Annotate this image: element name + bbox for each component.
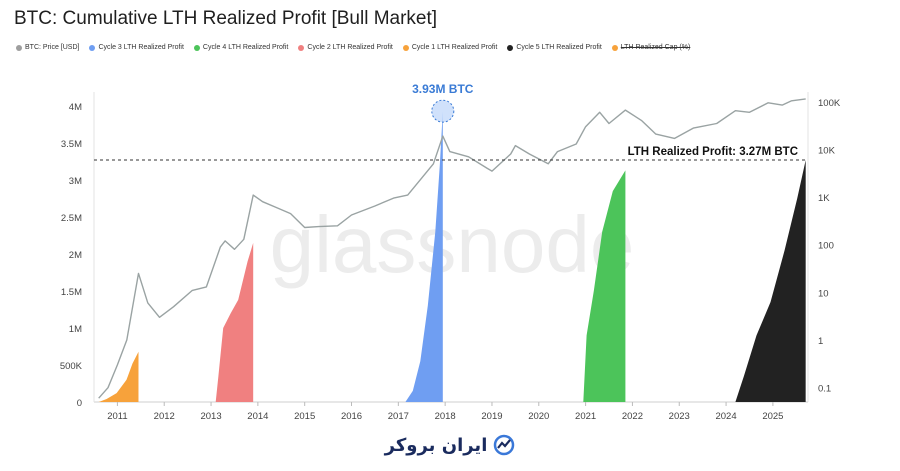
area-series-cycle-5-lth-realized-profit xyxy=(735,160,806,402)
watermark: glassnode xyxy=(270,200,635,289)
legend-item[interactable]: Cycle 3 LTH Realized Profit xyxy=(89,44,184,51)
y-tick-label: 2.5M xyxy=(61,213,82,224)
legend-item[interactable]: Cycle 4 LTH Realized Profit xyxy=(193,44,289,51)
legend-dot-icon xyxy=(611,44,618,51)
y2-tick-label: 1K xyxy=(818,193,830,204)
x-tick-label: 2018 xyxy=(435,411,456,422)
legend-dot-icon xyxy=(298,44,305,51)
legend-label: LTH Realized Cap (%) xyxy=(620,44,691,51)
legend-label: Cycle 2 LTH Realized Profit xyxy=(307,44,393,51)
y-tick-label: 4M xyxy=(69,102,82,113)
y-tick-label: 1M xyxy=(69,324,82,335)
x-tick-label: 2014 xyxy=(247,411,268,422)
x-tick-label: 2020 xyxy=(528,411,549,422)
legend-label: Cycle 4 LTH Realized Profit xyxy=(202,44,289,51)
x-tick-label: 2022 xyxy=(622,411,643,422)
y2-tick-label: 1 xyxy=(818,336,823,347)
x-tick-label: 2011 xyxy=(107,411,127,422)
legend-dot-icon xyxy=(193,44,200,51)
chart-title: BTC: Cumulative LTH Realized Profit [Bul… xyxy=(14,8,438,29)
legend-label: BTC: Price [USD] xyxy=(25,44,80,51)
legend-item[interactable]: LTH Realized Cap (%) xyxy=(611,44,691,51)
y2-tick-label: 10K xyxy=(818,145,836,156)
y-tick-label: 2M xyxy=(69,250,82,261)
area-series-cycle-2-lth-realized-profit xyxy=(215,242,254,402)
y-tick-label: 3M xyxy=(69,176,82,187)
x-tick-label: 2013 xyxy=(200,411,221,422)
area-series-cycle-3-lth-realized-profit xyxy=(405,111,443,402)
price-line xyxy=(98,98,806,399)
y-tick-label: 500K xyxy=(60,361,83,372)
y2-tick-label: 0.1 xyxy=(818,384,831,395)
y2-tick-label: 100K xyxy=(818,98,841,109)
y2-tick-label: 100 xyxy=(818,241,834,252)
legend-dot-icon xyxy=(89,44,96,51)
legend-item[interactable]: Cycle 2 LTH Realized Profit xyxy=(298,44,393,51)
x-tick-label: 2015 xyxy=(294,411,315,422)
y2-tick-label: 10 xyxy=(818,288,829,299)
watermark-text: glassnode xyxy=(270,200,635,289)
x-tick-label: 2012 xyxy=(154,411,175,422)
x-tick-label: 2017 xyxy=(388,411,409,422)
y-tick-label: 0 xyxy=(77,398,82,409)
x-tick-label: 2019 xyxy=(481,411,502,422)
x-tick-label: 2021 xyxy=(575,411,596,422)
legend-label: Cycle 3 LTH Realized Profit xyxy=(98,44,184,51)
current-annotation: LTH Realized Profit: 3.27M BTC xyxy=(628,146,798,158)
legend-item[interactable]: Cycle 5 LTH Realized Profit xyxy=(507,44,602,51)
footer-brand: ایران بروکر xyxy=(0,434,900,456)
legend-dot-icon xyxy=(402,44,409,51)
area-series-cycle-4-lth-realized-profit xyxy=(583,170,626,402)
area-series-cycle-1-lth-realized-profit xyxy=(98,351,139,402)
x-tick-label: 2024 xyxy=(715,411,736,422)
x-tick-label: 2025 xyxy=(762,411,783,422)
legend-label: Cycle 5 LTH Realized Profit xyxy=(516,44,602,51)
brand-name: ایران بروکر xyxy=(384,434,488,456)
y-tick-label: 1.5M xyxy=(61,287,82,298)
chart-legend: BTC: Price [USD] Cycle 3 LTH Realized Pro… xyxy=(16,44,690,51)
legend-dot-icon xyxy=(507,44,514,51)
y-tick-label: 3.5M xyxy=(61,139,82,150)
legend-label: Cycle 1 LTH Realized Profit xyxy=(411,44,498,51)
peak-annotation: 3.93M BTC xyxy=(412,82,474,96)
x-tick-label: 2023 xyxy=(669,411,690,422)
peak-marker xyxy=(431,99,455,123)
legend-item[interactable]: Cycle 1 LTH Realized Profit xyxy=(402,44,498,51)
legend-dot-icon xyxy=(16,44,22,51)
x-tick-label: 2016 xyxy=(341,411,362,422)
legend-item[interactable]: BTC: Price [USD] xyxy=(16,44,79,51)
brand-logo-icon xyxy=(494,434,515,456)
